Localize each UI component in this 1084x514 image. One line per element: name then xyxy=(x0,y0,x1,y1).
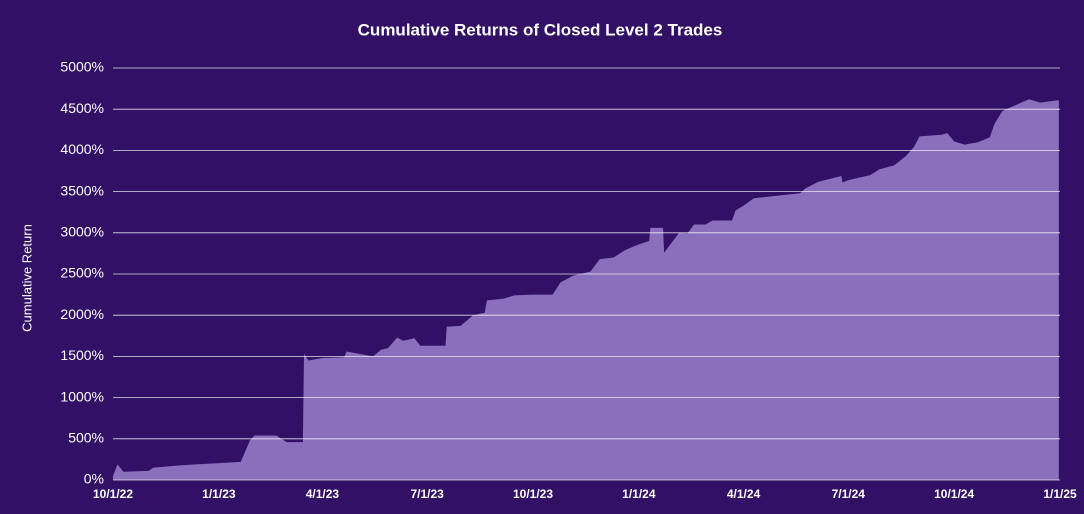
x-tick-label: 7/1/24 xyxy=(832,487,866,501)
y-tick-label: 2500% xyxy=(60,265,104,281)
x-tick-label: 1/1/25 xyxy=(1043,487,1077,501)
y-tick-label: 3500% xyxy=(60,182,104,198)
x-tick-label: 7/1/23 xyxy=(410,487,444,501)
y-tick-label: 0% xyxy=(84,471,104,487)
x-tick-label: 1/1/23 xyxy=(202,487,236,501)
chart-title: Cumulative Returns of Closed Level 2 Tra… xyxy=(358,20,723,39)
x-tick-label: 10/1/22 xyxy=(93,487,133,501)
x-tick-label: 4/1/24 xyxy=(727,487,761,501)
y-axis-label: Cumulative Return xyxy=(19,224,34,332)
y-tick-label: 4000% xyxy=(60,141,104,157)
y-tick-label: 2000% xyxy=(60,306,104,322)
x-tick-label: 10/1/23 xyxy=(513,487,553,501)
area xyxy=(113,99,1059,480)
y-tick-label: 1500% xyxy=(60,347,104,363)
y-tick-label: 1000% xyxy=(60,388,104,404)
y-tick-label: 3000% xyxy=(60,224,104,240)
x-tick-label: 4/1/23 xyxy=(306,487,340,501)
x-tick-label: 1/1/24 xyxy=(622,487,656,501)
y-tick-label: 4500% xyxy=(60,100,104,116)
y-tick-label: 5000% xyxy=(60,59,104,75)
x-tick-label: 10/1/24 xyxy=(934,487,974,501)
y-tick-label: 500% xyxy=(68,430,104,446)
